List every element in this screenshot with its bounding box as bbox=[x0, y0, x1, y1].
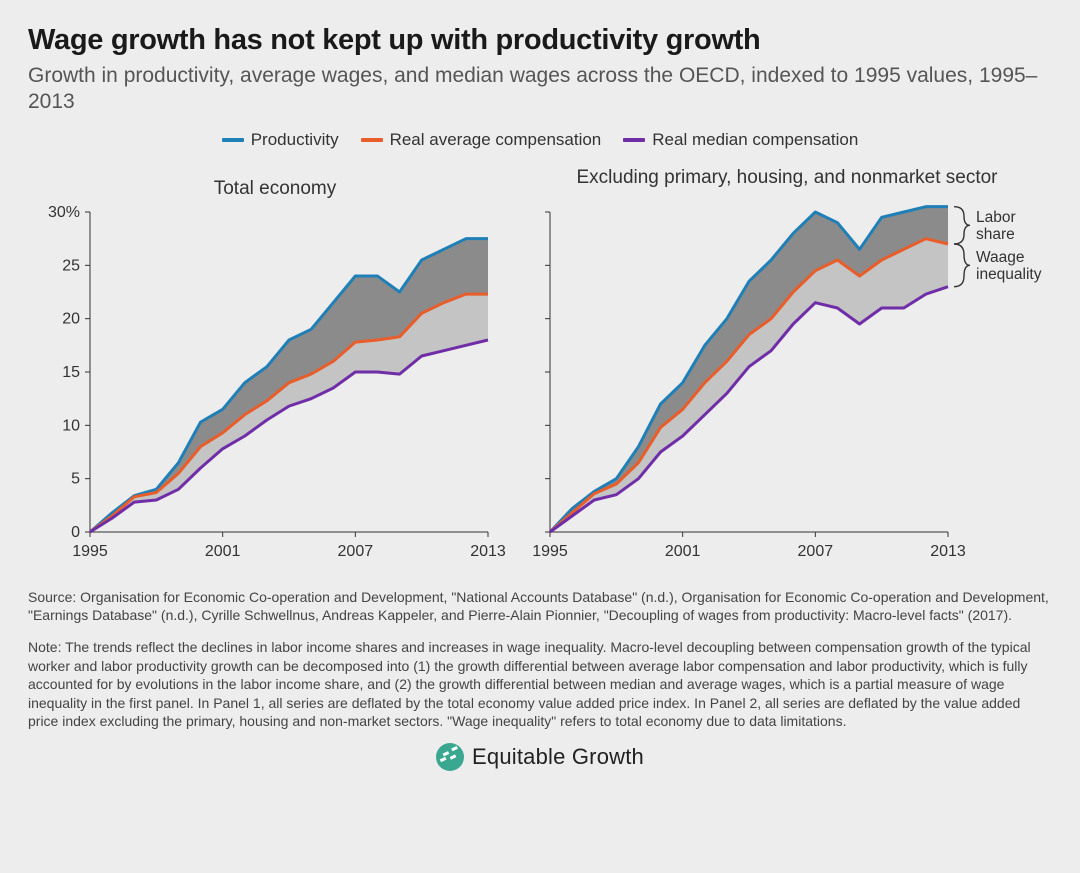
svg-text:2013: 2013 bbox=[470, 543, 506, 560]
svg-text:2001: 2001 bbox=[205, 543, 241, 560]
note-text: Note: The trends reflect the declines in… bbox=[28, 638, 1052, 730]
chart-svg-right: 1995 2001 2007 2013 bbox=[522, 204, 1052, 574]
legend-swatch bbox=[623, 138, 645, 142]
chart-subtitle: Growth in productivity, average wages, a… bbox=[28, 63, 1052, 116]
svg-text:2007: 2007 bbox=[798, 543, 834, 560]
brace-label-wage-inequality: Waageinequality bbox=[976, 249, 1042, 283]
brace-label-labor-share: Laborshare bbox=[976, 209, 1016, 243]
footer-text: Equitable Growth bbox=[472, 744, 644, 770]
chart-title: Wage growth has not kept up with product… bbox=[28, 24, 1052, 57]
legend-item-median: Real median compensation bbox=[623, 130, 858, 150]
legend-label: Real average compensation bbox=[390, 130, 602, 150]
chart-panel-right: Excluding primary, housing, and nonmarke… bbox=[522, 156, 1052, 574]
svg-text:2001: 2001 bbox=[665, 543, 701, 560]
panel-title-right: Excluding primary, housing, and nonmarke… bbox=[522, 156, 1052, 204]
svg-text:25: 25 bbox=[62, 257, 80, 274]
chart-svg-left: 0 5 10 15 20 25 30% 1995 2001 2007 2013 bbox=[28, 204, 518, 574]
svg-text:1995: 1995 bbox=[532, 543, 568, 560]
chart-legend: Productivity Real average compensation R… bbox=[28, 130, 1052, 150]
svg-text:20: 20 bbox=[62, 310, 80, 327]
logo-icon bbox=[436, 743, 464, 771]
svg-text:2013: 2013 bbox=[930, 543, 966, 560]
svg-text:0: 0 bbox=[71, 524, 80, 541]
chart-panel-left: Total economy 0 5 10 15 20 25 30% 1995 2001 2007 2… bbox=[28, 156, 522, 574]
legend-label: Productivity bbox=[251, 130, 339, 150]
legend-item-avg: Real average compensation bbox=[361, 130, 602, 150]
svg-text:2007: 2007 bbox=[338, 543, 374, 560]
source-text: Source: Organisation for Economic Co-ope… bbox=[28, 588, 1052, 625]
charts-row: Total economy 0 5 10 15 20 25 30% 1995 2001 2007 2… bbox=[28, 156, 1052, 574]
footer-logo: Equitable Growth bbox=[28, 743, 1052, 771]
panel-title-left: Total economy bbox=[28, 156, 522, 204]
legend-swatch bbox=[222, 138, 244, 142]
svg-text:30%: 30% bbox=[48, 204, 80, 221]
svg-text:15: 15 bbox=[62, 364, 80, 381]
legend-label: Real median compensation bbox=[652, 130, 858, 150]
legend-item-productivity: Productivity bbox=[222, 130, 339, 150]
svg-text:10: 10 bbox=[62, 417, 80, 434]
svg-text:1995: 1995 bbox=[72, 543, 108, 560]
svg-text:5: 5 bbox=[71, 470, 80, 487]
legend-swatch bbox=[361, 138, 383, 142]
